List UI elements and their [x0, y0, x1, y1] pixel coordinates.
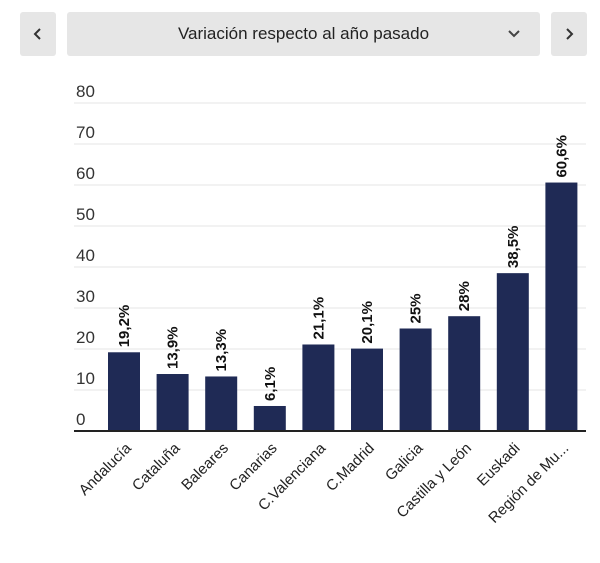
x-tick-label: Cataluña: [129, 439, 184, 494]
y-axis-ticks: 0 10 20 30 40 50 60 70 80: [76, 82, 95, 429]
y-tick-label: 70: [76, 123, 95, 142]
x-tick-label: Baleares: [178, 440, 232, 494]
chevron-left-icon: [33, 28, 41, 40]
bar: [108, 352, 140, 431]
data-label: 6,1%: [262, 367, 279, 401]
data-label: 19,2%: [116, 305, 133, 348]
x-tick-label: Andalucía: [76, 439, 136, 499]
data-label: 13,9%: [165, 326, 182, 369]
chevron-right-icon: [566, 28, 574, 40]
next-button[interactable]: [551, 12, 587, 56]
data-label: 21,1%: [310, 297, 327, 340]
previous-button[interactable]: [20, 12, 56, 56]
bar: [205, 376, 238, 431]
data-label: 25%: [408, 293, 425, 323]
y-tick-label: 40: [76, 246, 95, 265]
bar: [156, 374, 189, 431]
y-tick-label: 50: [76, 205, 95, 224]
bar: [399, 328, 432, 431]
bar: [351, 348, 383, 431]
bar: [448, 316, 481, 431]
x-axis-ticks: AndalucíaCataluñaBalearesCanariasC.Valen…: [76, 439, 573, 526]
y-tick-label: 10: [76, 369, 95, 388]
x-tick-label: Galicia: [382, 439, 427, 484]
x-tick-label: Euskadi: [474, 440, 524, 490]
data-label: 38,5%: [505, 226, 522, 269]
metric-select[interactable]: Variación respecto al año pasado: [67, 12, 540, 56]
x-tick-label: C.Madrid: [323, 440, 378, 495]
y-tick-label: 60: [76, 164, 95, 183]
bar: [496, 273, 529, 431]
selected-option-label: Variación respecto al año pasado: [177, 24, 430, 43]
chevron-down-icon: [508, 30, 520, 38]
data-labels: 19,2% 13,9% 13,3% 6,1% 21,1% 20,1% 25% 28% 38,5%…: [116, 135, 570, 401]
bar: [302, 344, 335, 431]
y-tick-label: 0: [76, 410, 85, 429]
y-tick-label: 30: [76, 287, 95, 306]
data-label: 28%: [456, 281, 473, 311]
data-label: 20,1%: [359, 301, 376, 344]
data-label: 60,6%: [553, 135, 570, 178]
data-label: 13,3%: [213, 329, 230, 372]
bars: [108, 182, 578, 431]
y-tick-label: 20: [76, 328, 95, 347]
bar: [253, 405, 286, 431]
bar: [545, 182, 578, 431]
y-tick-label: 80: [76, 82, 95, 101]
